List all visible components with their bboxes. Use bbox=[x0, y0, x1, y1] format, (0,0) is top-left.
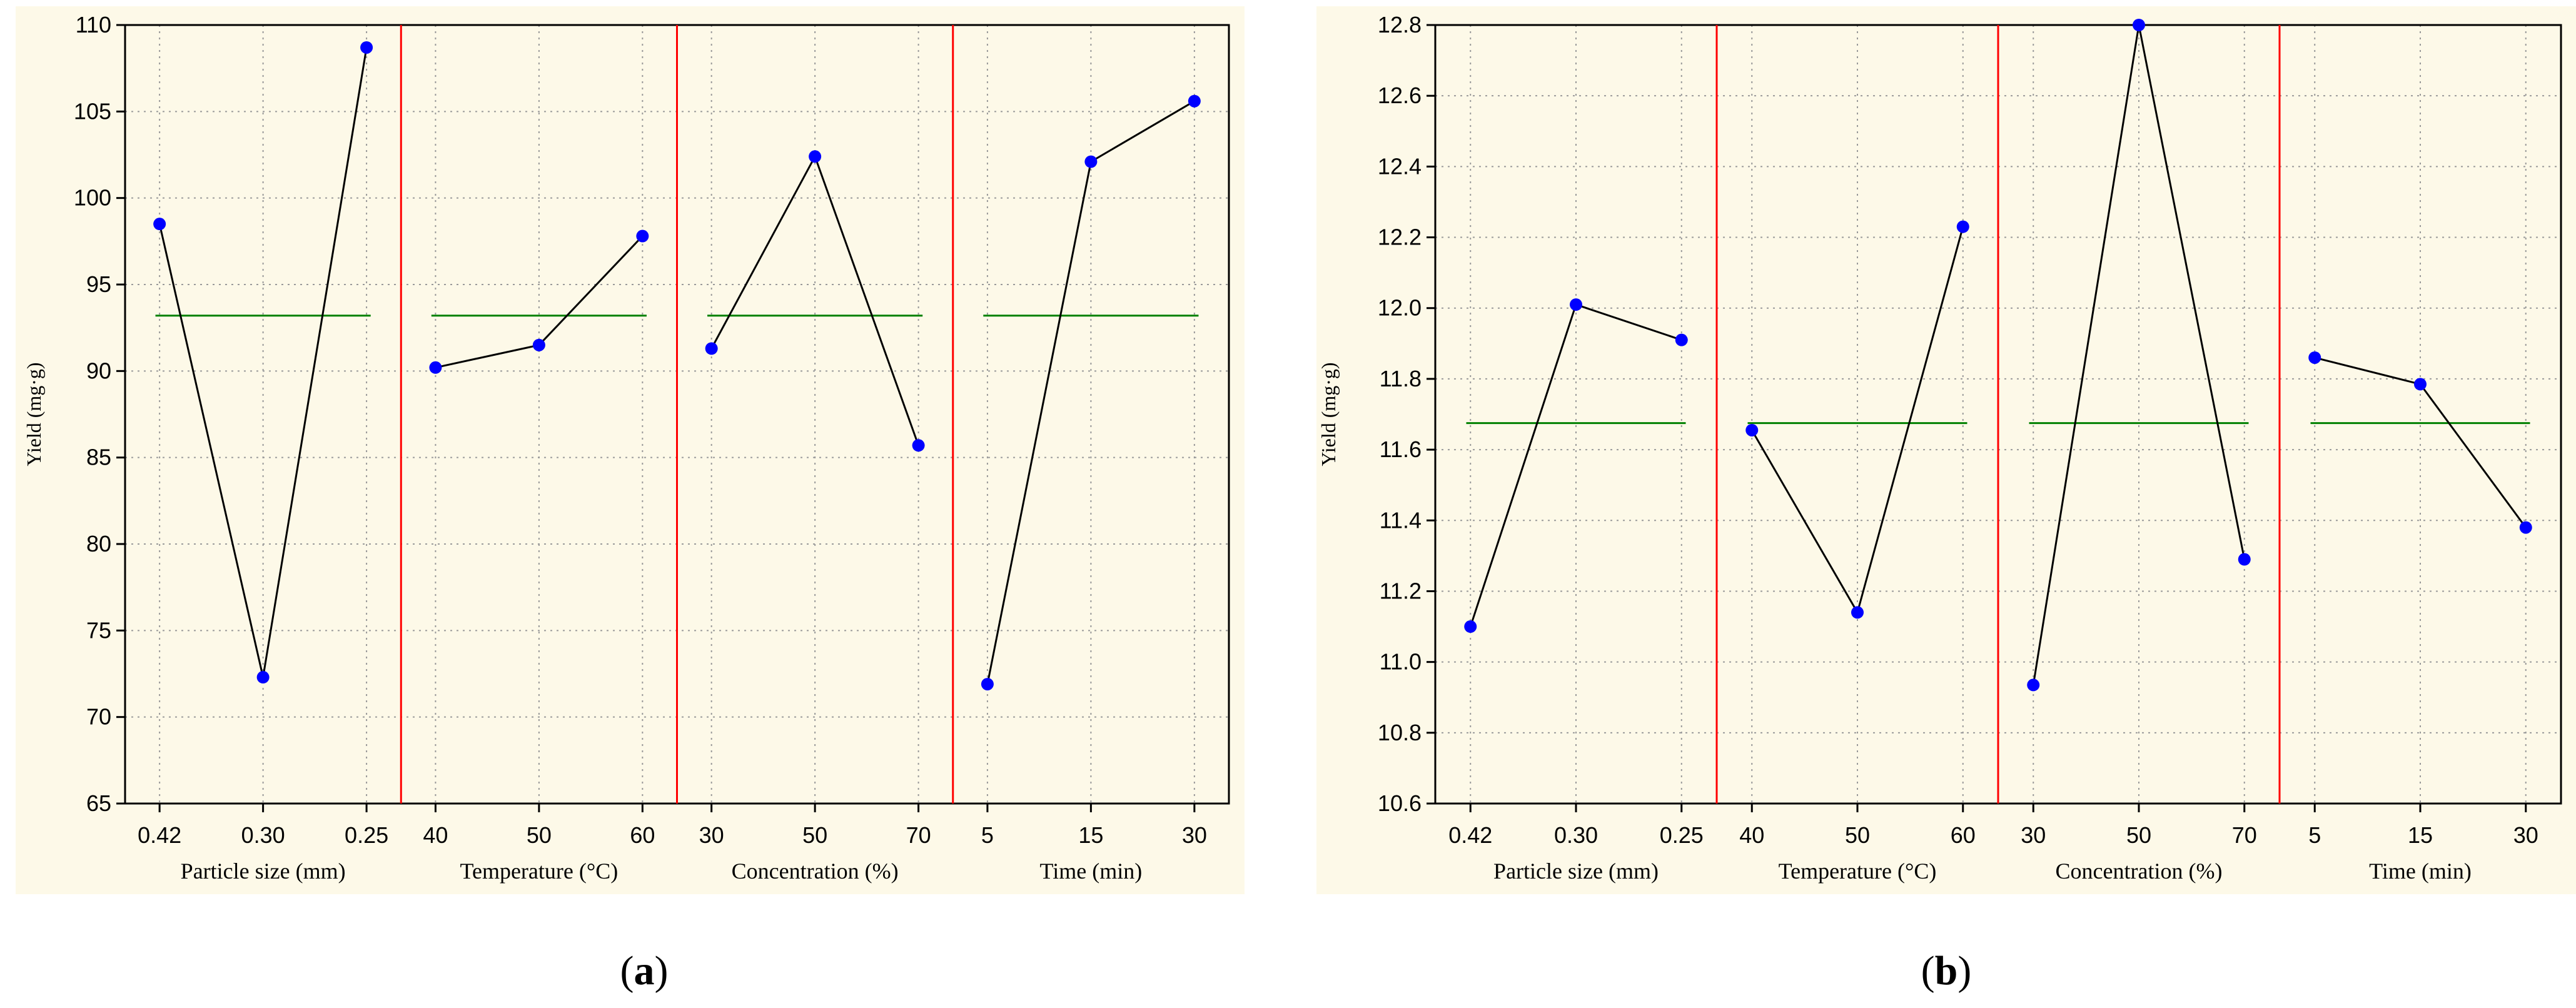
y-tick-label: 12.4 bbox=[1378, 153, 1422, 179]
data-point bbox=[2414, 378, 2427, 391]
series-line bbox=[1469, 303, 1682, 627]
group-axis-label: Time (min) bbox=[2369, 859, 2472, 884]
group-axis-label: Particle size (mm) bbox=[181, 859, 346, 884]
y-tick-label: 12.6 bbox=[1378, 83, 1422, 108]
x-tick-label: 30 bbox=[1182, 822, 1207, 848]
y-tick-label: 12.2 bbox=[1378, 224, 1422, 250]
data-point bbox=[532, 338, 545, 351]
y-tick-label: 95 bbox=[86, 271, 111, 297]
data-point bbox=[636, 229, 649, 243]
x-tick-label: 30 bbox=[699, 822, 724, 848]
x-tick-label: 40 bbox=[1739, 822, 1764, 848]
y-tick-label: 85 bbox=[86, 445, 111, 470]
y-axis-label: Yield (mg·g) bbox=[1317, 362, 1340, 466]
chart-b: 10.6 10.8 11.0 11.2 11.4 11.6 11.8 12.0 12.2 12.4… bbox=[1317, 12, 2562, 884]
data-point bbox=[2133, 19, 2145, 31]
chart-a: 65 70 75 80 85 90 95 100 105 110 Yield (mg·g) 0.42 0… bbox=[23, 12, 1230, 884]
x-tick-label: 70 bbox=[2232, 822, 2257, 848]
data-point bbox=[1745, 423, 1759, 436]
x-tick-label: 50 bbox=[1845, 822, 1870, 848]
data-point bbox=[2519, 521, 2532, 534]
y-tick-label: 90 bbox=[86, 358, 111, 383]
data-point bbox=[360, 41, 373, 54]
y-axis-label: Yield (mg·g) bbox=[23, 362, 45, 466]
x-tick-label: 40 bbox=[423, 822, 448, 848]
data-point bbox=[912, 439, 925, 452]
group-axis-label: Time (min) bbox=[1040, 859, 1143, 884]
data-point bbox=[2308, 351, 2321, 364]
x-tick-label: 5 bbox=[2308, 822, 2321, 848]
x-tick-label: 0.42 bbox=[138, 822, 181, 848]
y-tick-label: 12.8 bbox=[1378, 12, 1422, 38]
data-point bbox=[809, 150, 822, 163]
group-axis-label: Particle size (mm) bbox=[1493, 859, 1659, 884]
data-point bbox=[1464, 620, 1477, 633]
y-tick-label: 70 bbox=[86, 704, 111, 730]
data-point bbox=[153, 218, 166, 231]
x-tick-label: 0.25 bbox=[345, 822, 388, 848]
y-tick-label: 11.0 bbox=[1380, 649, 1422, 675]
group-axis-label: Concentration (%) bbox=[732, 859, 899, 884]
data-point bbox=[2238, 553, 2251, 566]
panel-a-background bbox=[16, 6, 1245, 894]
x-tick-label: 50 bbox=[2126, 822, 2151, 848]
caption-a: (a) bbox=[620, 948, 669, 994]
y-tick-label: 11.6 bbox=[1380, 436, 1422, 462]
y-tick-label: 10.6 bbox=[1378, 790, 1422, 816]
y-tick-label: 65 bbox=[86, 790, 111, 816]
group-axis-label: Temperature (°C) bbox=[460, 859, 618, 884]
x-tick-label: 15 bbox=[1078, 822, 1103, 848]
x-tick-label: 60 bbox=[630, 822, 655, 848]
group-axis-label: Concentration (%) bbox=[2056, 859, 2223, 884]
data-point bbox=[1675, 333, 1688, 346]
data-point bbox=[429, 361, 442, 374]
x-tick-label: 0.30 bbox=[1554, 822, 1598, 848]
y-tick-label: 11.8 bbox=[1380, 366, 1422, 391]
y-tick-label: 12.0 bbox=[1378, 295, 1422, 321]
x-tick-label: 60 bbox=[1951, 822, 1976, 848]
y-tick-label: 110 bbox=[76, 12, 111, 38]
data-point bbox=[1084, 155, 1098, 168]
x-tick-label: 50 bbox=[802, 822, 827, 848]
series-line bbox=[2032, 24, 2246, 685]
x-tick-label: 15 bbox=[2408, 822, 2433, 848]
x-tick-label: 0.25 bbox=[1660, 822, 1704, 848]
x-tick-label: 0.42 bbox=[1448, 822, 1492, 848]
y-tick-label: 80 bbox=[86, 531, 111, 557]
data-point bbox=[1851, 606, 1864, 619]
panel-b-background bbox=[1316, 6, 2576, 894]
y-tick-label: 11.2 bbox=[1380, 578, 1422, 603]
data-point bbox=[1570, 298, 1582, 311]
data-point bbox=[981, 678, 994, 691]
data-point bbox=[1956, 220, 1969, 233]
x-tick-label: 5 bbox=[981, 822, 994, 848]
group-axis-label: Temperature (°C) bbox=[1779, 859, 1937, 884]
x-tick-label: 30 bbox=[2513, 822, 2538, 848]
data-point bbox=[705, 342, 718, 355]
x-tick-label: 30 bbox=[2021, 822, 2046, 848]
y-tick-label: 100 bbox=[74, 185, 111, 211]
data-point bbox=[256, 671, 270, 684]
data-point bbox=[1188, 94, 1201, 108]
data-point bbox=[2027, 678, 2040, 692]
y-tick-label: 10.8 bbox=[1378, 720, 1422, 745]
x-tick-label: 70 bbox=[906, 822, 931, 848]
y-tick-label: 105 bbox=[74, 98, 111, 124]
x-tick-label: 50 bbox=[527, 822, 552, 848]
caption-b: (b) bbox=[1921, 948, 1972, 994]
y-tick-label: 75 bbox=[86, 617, 111, 643]
y-tick-label: 11.4 bbox=[1380, 507, 1422, 533]
x-tick-label: 0.30 bbox=[241, 822, 285, 848]
